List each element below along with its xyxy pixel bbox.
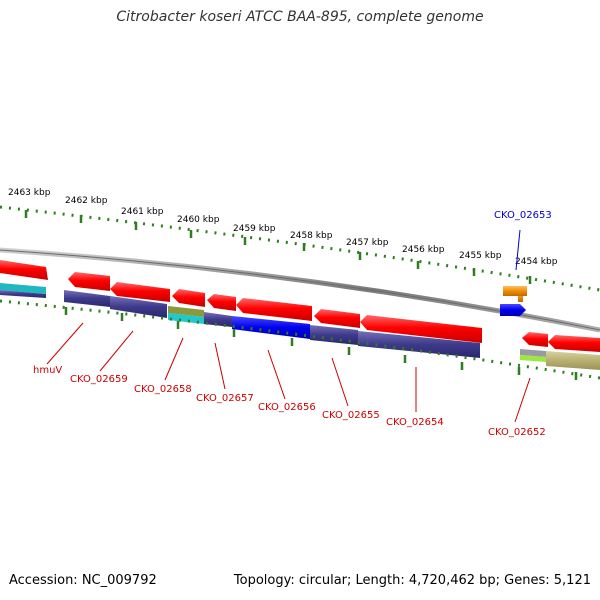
cog-bars <box>0 283 600 370</box>
gene-label-cko-02654: CKO_02654 <box>386 417 444 428</box>
scale-label: 2463 kbp <box>8 188 51 198</box>
gene-label-cko-02652: CKO_02652 <box>488 427 546 438</box>
gene-cko-02656-arrow <box>236 298 312 321</box>
gene-label-cko-02656: CKO_02656 <box>258 402 316 413</box>
accession-text: Accession: NC_009792 <box>9 573 157 588</box>
label-leader-cko-02658 <box>164 337 184 381</box>
label-leader-cko-02657 <box>214 342 226 390</box>
gene-label-cko-02659: CKO_02659 <box>70 374 128 385</box>
scale-label: 2461 kbp <box>121 207 164 217</box>
label-leader-cko-02659 <box>99 330 134 372</box>
gene-label-cko-02655: CKO_02655 <box>322 410 380 421</box>
gene-cko-02659-arrow <box>110 282 170 302</box>
gene-cko-02654-arrow <box>360 315 482 343</box>
cog-bar-cko-02656 <box>232 316 310 339</box>
cog-bar-cko-02652-green <box>520 355 546 362</box>
forward-strand-genes <box>500 286 527 316</box>
gene-cko-02655-arrow <box>314 309 360 328</box>
outer-ruler <box>0 205 600 292</box>
gene-arrow-right-edge <box>548 335 600 352</box>
gene-cko-02653-cog-blue <box>500 304 526 316</box>
scale-label: 2454 kbp <box>515 257 558 267</box>
scale-label: 2456 kbp <box>402 245 445 255</box>
gene-cko-02658-arrow <box>172 289 205 307</box>
cog-bar-cko-02659 <box>110 296 167 318</box>
label-leader-cko-02656 <box>267 349 286 400</box>
reverse-strand-genes <box>0 260 600 352</box>
cog-bar-cko-02654 <box>358 331 480 358</box>
gene-label-cko-02657: CKO_02657 <box>196 393 254 404</box>
cog-bar-cyan <box>0 283 46 294</box>
gene-cko-02657-arrow <box>207 294 236 311</box>
cog-bar-cko-02658-cyan <box>168 313 204 324</box>
label-leader-cko-02653 <box>515 229 521 271</box>
cog-bar-hmuV <box>64 290 110 307</box>
gene-cko-02653 <box>503 286 527 296</box>
gene-hmuV-arrow <box>68 272 110 291</box>
label-leader-hmuV <box>46 322 84 365</box>
cog-bar <box>0 290 46 298</box>
label-leader-cko-02655 <box>331 357 349 407</box>
scale-label: 2459 kbp <box>233 224 276 234</box>
label-leader-cko-02652 <box>514 377 531 423</box>
scale-label: 2460 kbp <box>177 215 220 225</box>
gene-label-cko-02653: CKO_02653 <box>494 210 552 221</box>
scale-label: 2462 kbp <box>65 196 108 206</box>
gene-arrow-left-edge <box>0 260 48 280</box>
cog-bar-cko-02658-olive <box>168 306 204 317</box>
cog-bar-cko-02657 <box>204 312 232 327</box>
cog-bar-right-edge <box>546 351 600 370</box>
cog-bar-cko-02652-grey <box>520 349 546 357</box>
topology-text: Topology: circular; Length: 4,720,462 bp… <box>233 573 591 588</box>
gene-cko-02652-arrow <box>522 332 548 347</box>
cog-bar-cko-02655 <box>310 325 358 345</box>
scale-label: 2457 kbp <box>346 238 389 248</box>
gene-label-hmuV: hmuV <box>33 365 62 376</box>
scale-label: 2455 kbp <box>459 251 502 261</box>
scale-label: 2458 kbp <box>290 231 333 241</box>
page-title: Citrobacter koseri ATCC BAA-895, complet… <box>116 9 484 25</box>
gene-label-cko-02658: CKO_02658 <box>134 384 192 395</box>
